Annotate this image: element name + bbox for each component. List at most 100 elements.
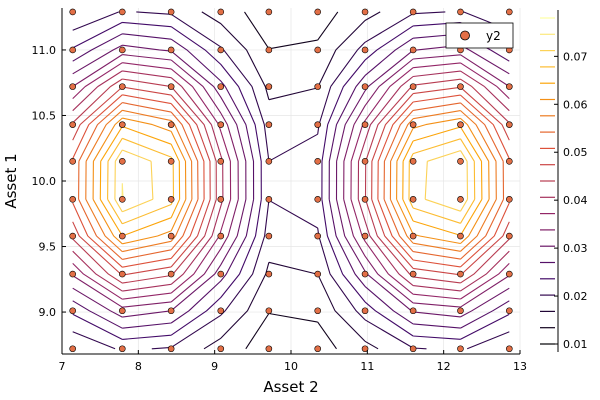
scatter-point bbox=[217, 121, 225, 128]
scatter-point bbox=[167, 345, 175, 353]
x-tick-label: 7 bbox=[59, 360, 66, 373]
scatter-point bbox=[69, 8, 76, 16]
scatter-point bbox=[361, 121, 369, 128]
scatter-point bbox=[167, 196, 175, 203]
scatter-point bbox=[265, 121, 273, 128]
scatter-point bbox=[69, 196, 76, 203]
scatter-point bbox=[409, 196, 417, 203]
scatter-point bbox=[457, 83, 464, 90]
scatter-point bbox=[265, 83, 273, 90]
scatter-point bbox=[167, 83, 175, 90]
contour-line bbox=[72, 21, 510, 340]
scatter-point bbox=[119, 8, 126, 16]
scatter-point bbox=[409, 121, 417, 128]
scatter-point bbox=[265, 232, 273, 240]
scatter-point bbox=[457, 121, 464, 128]
scatter-point bbox=[409, 46, 417, 54]
scatter-point bbox=[361, 8, 369, 16]
scatter-point bbox=[314, 158, 322, 165]
scatter-point bbox=[506, 307, 513, 315]
scatter-point bbox=[409, 307, 417, 315]
contour-lines bbox=[72, 11, 510, 350]
colorbar-tick-label: 0.07 bbox=[563, 50, 588, 63]
scatter-point bbox=[119, 232, 126, 240]
contour-line bbox=[72, 62, 510, 300]
grid bbox=[61, 8, 521, 354]
scatter-point bbox=[119, 158, 126, 165]
scatter-point bbox=[119, 270, 126, 278]
scatter-point bbox=[167, 270, 175, 278]
scatter-point bbox=[314, 46, 322, 54]
scatter-point bbox=[314, 345, 322, 353]
scatter-point bbox=[119, 345, 126, 353]
contour-line bbox=[72, 94, 510, 268]
y-tick-label: 10.0 bbox=[32, 175, 57, 188]
scatter-point bbox=[265, 307, 273, 315]
scatter-point bbox=[361, 83, 369, 90]
x-tick-label: 13 bbox=[513, 360, 527, 373]
scatter-point bbox=[506, 232, 513, 240]
colorbar-tick-label: 0.03 bbox=[563, 242, 588, 255]
contour-line bbox=[244, 11, 339, 350]
scatter-point bbox=[361, 345, 369, 353]
contour-line bbox=[92, 117, 490, 245]
legend-entry-y2: y2 bbox=[486, 29, 501, 43]
x-tick-label: 10 bbox=[284, 360, 298, 373]
scatter-point bbox=[457, 196, 464, 203]
colorbar-tick-label: 0.01 bbox=[563, 338, 588, 351]
scatter-point bbox=[265, 345, 273, 353]
scatter-point bbox=[167, 158, 175, 165]
x-tick-label: 11 bbox=[360, 360, 374, 373]
scatter-point bbox=[457, 158, 464, 165]
tick-labels: 7 8 9 10 11 12 13 9.0 9.5 10.0 10.5 11.0 bbox=[32, 44, 528, 373]
scatter-point bbox=[409, 270, 417, 278]
scatter-point bbox=[361, 270, 369, 278]
scatter-point bbox=[361, 46, 369, 54]
scatter-point bbox=[265, 8, 273, 16]
scatter-point bbox=[69, 83, 76, 90]
scatter-point bbox=[69, 46, 76, 54]
scatter-point bbox=[314, 196, 322, 203]
scatter-point bbox=[167, 46, 175, 54]
scatter-point bbox=[506, 158, 513, 165]
x-axis-label: Asset 2 bbox=[263, 378, 318, 396]
legend-marker-y2 bbox=[460, 30, 470, 41]
scatter-point bbox=[409, 158, 417, 165]
scatter-point bbox=[506, 270, 513, 278]
scatter-point bbox=[506, 8, 513, 16]
scatter-point bbox=[409, 345, 417, 353]
plot-area: 7 8 9 10 11 12 13 9.0 9.5 10.0 10.5 11.0 bbox=[32, 8, 528, 373]
legend: y2 bbox=[445, 22, 514, 49]
contour-line bbox=[99, 125, 483, 237]
scatter-point bbox=[361, 232, 369, 240]
scatter-point bbox=[506, 196, 513, 203]
scatter-point bbox=[217, 232, 225, 240]
scatter-point bbox=[361, 158, 369, 165]
y-axis-label: Asset 1 bbox=[2, 153, 20, 208]
scatter-point bbox=[119, 307, 126, 315]
contour-line bbox=[114, 149, 469, 213]
scatter-point bbox=[119, 196, 126, 203]
scatter-point bbox=[457, 8, 464, 16]
contour-line bbox=[72, 54, 510, 308]
scatter-points bbox=[69, 8, 513, 353]
scatter-point bbox=[69, 307, 76, 315]
scatter-point bbox=[314, 121, 322, 128]
colorbar-tick-label: 0.06 bbox=[563, 98, 588, 111]
scatter-point bbox=[69, 232, 76, 240]
colorbar-tick-label: 0.05 bbox=[563, 146, 588, 159]
scatter-point bbox=[217, 345, 225, 353]
scatter-point bbox=[506, 121, 513, 128]
y-tick-label: 9.0 bbox=[39, 306, 57, 319]
y-tick-label: 9.5 bbox=[39, 241, 57, 254]
scatter-point bbox=[265, 196, 273, 203]
contour-line bbox=[78, 102, 505, 260]
y-tick-label: 11.0 bbox=[32, 44, 57, 57]
scatter-point bbox=[167, 307, 175, 315]
scatter-point bbox=[409, 8, 417, 16]
legend-box bbox=[445, 22, 514, 49]
contour-line bbox=[72, 33, 510, 329]
scatter-point bbox=[265, 270, 273, 278]
scatter-point bbox=[409, 232, 417, 240]
